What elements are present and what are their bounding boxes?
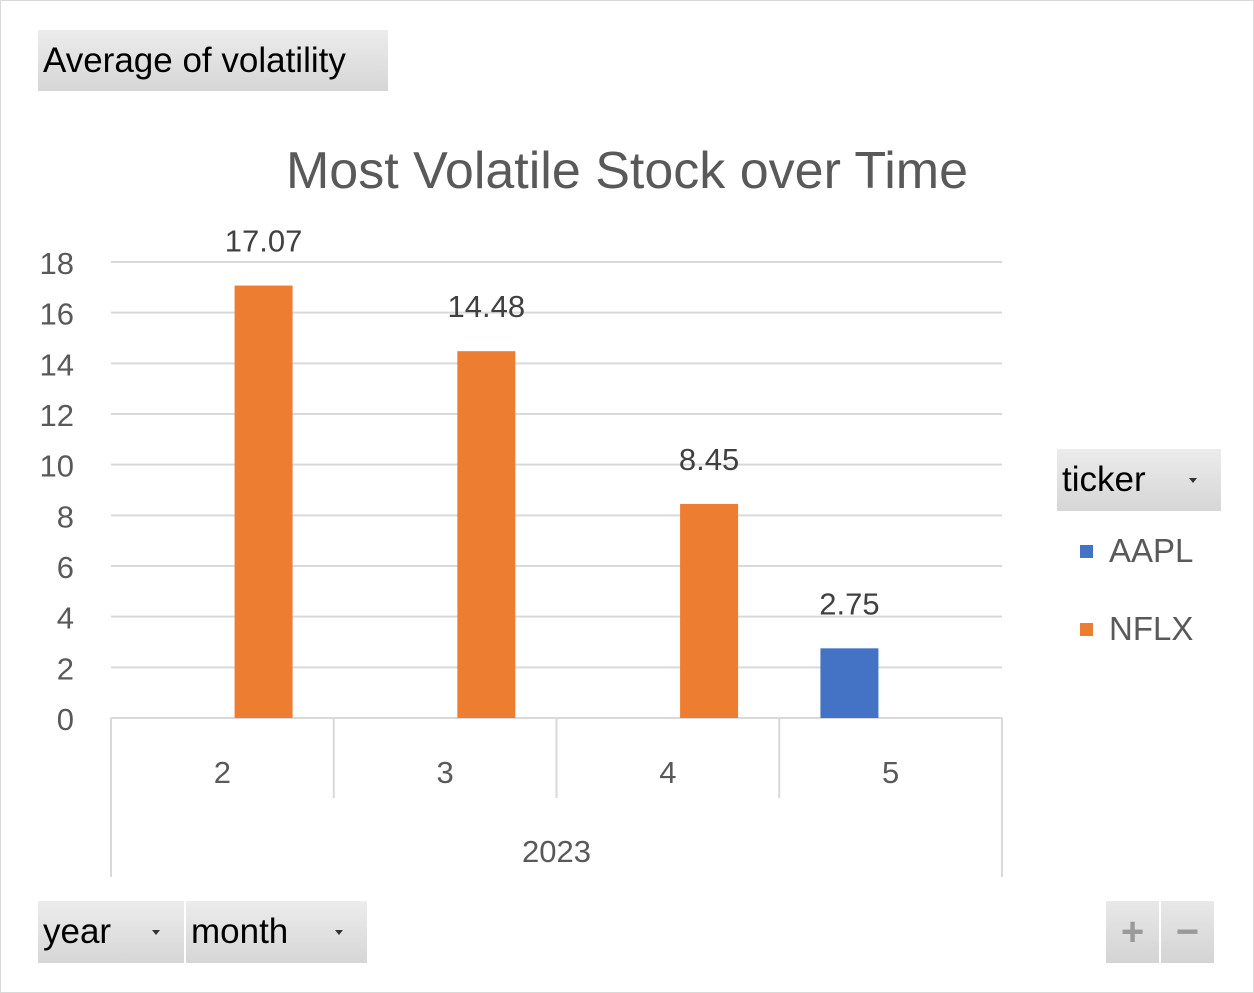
ticker-field-label: ticker — [1062, 460, 1146, 499]
y-tick-label: 16 — [40, 297, 74, 332]
y-tick-label: 6 — [57, 550, 74, 585]
y-tick-label: 12 — [40, 398, 74, 433]
y-tick-label: 10 — [40, 449, 74, 484]
values-field-button[interactable]: Average of volatility — [38, 30, 388, 91]
chevron-down-icon[interactable] — [335, 930, 343, 935]
x-group-label: 2023 — [522, 834, 591, 869]
x-tick-label: 4 — [659, 755, 676, 790]
chart-title: Most Volatile Stock over Time — [286, 142, 968, 200]
ticker-field-button[interactable]: ticker — [1057, 449, 1221, 511]
minus-icon: − — [1175, 909, 1200, 954]
data-label: 14.48 — [448, 289, 526, 324]
y-tick-label: 4 — [57, 601, 74, 636]
bar-nflx-4 — [680, 503, 739, 718]
data-label: 2.75 — [819, 586, 879, 621]
legend-label-nflx: NFLX — [1109, 610, 1194, 647]
values-field-label: Average of volatility — [43, 40, 346, 80]
x-tick-label: 2 — [214, 755, 231, 790]
legend-swatch-nflx — [1080, 622, 1093, 636]
bar-nflx-2 — [234, 285, 293, 718]
month-field-label: month — [191, 912, 289, 951]
chevron-down-icon[interactable] — [1189, 478, 1197, 483]
expand-field-button[interactable]: + — [1106, 901, 1159, 963]
y-tick-label: 8 — [57, 499, 74, 534]
x-tick-label: 3 — [437, 755, 454, 790]
y-tick-label: 14 — [40, 347, 74, 382]
y-tick-label: 0 — [57, 702, 74, 737]
year-field-button[interactable]: year — [38, 901, 184, 963]
bar-aapl-5 — [820, 648, 879, 718]
x-tick-label: 5 — [882, 755, 899, 790]
legend-swatch-aapl — [1080, 544, 1093, 558]
plus-icon: + — [1120, 909, 1145, 954]
month-field-button[interactable]: month — [186, 901, 367, 963]
chevron-down-icon[interactable] — [152, 930, 160, 935]
data-label: 17.07 — [225, 224, 303, 259]
y-tick-label: 18 — [40, 246, 74, 281]
legend-item-nflx[interactable]: NFLX — [1080, 610, 1193, 648]
legend-item-aapl[interactable]: AAPL — [1080, 532, 1193, 570]
data-label: 8.45 — [679, 442, 739, 477]
year-field-label: year — [43, 912, 112, 951]
legend-label-aapl: AAPL — [1109, 532, 1194, 569]
collapse-field-button[interactable]: − — [1161, 901, 1214, 963]
bar-nflx-3 — [457, 351, 516, 718]
y-tick-label: 2 — [57, 651, 74, 686]
